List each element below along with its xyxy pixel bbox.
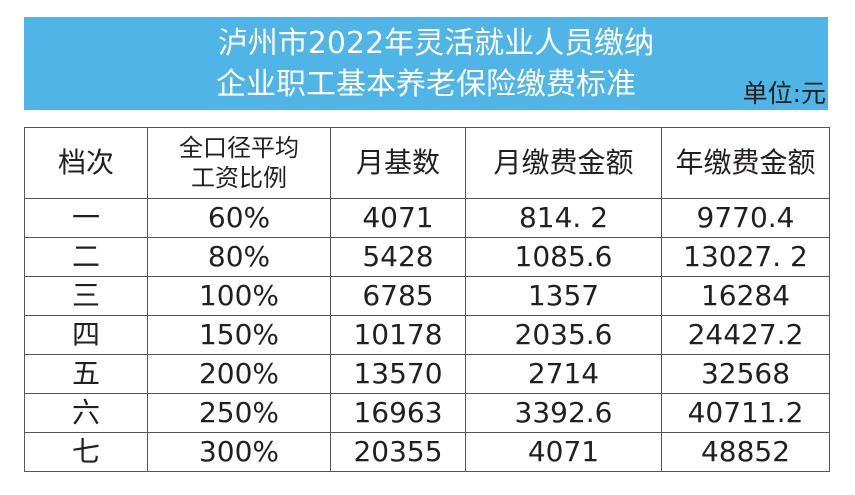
header-wage-ratio-line1: 全口径平均 bbox=[179, 134, 299, 162]
cell-grade: 二 bbox=[24, 237, 148, 277]
cell-annual-payment: 24427.2 bbox=[661, 315, 830, 355]
cell-monthly-base: 4071 bbox=[330, 198, 466, 238]
table-row: 六 250% 16963 3392.6 40711.2 bbox=[24, 393, 830, 433]
cell-grade: 七 bbox=[24, 432, 148, 472]
cell-monthly-base: 13570 bbox=[330, 354, 466, 394]
cell-monthly-base: 6785 bbox=[330, 276, 466, 316]
cell-annual-payment: 9770.4 bbox=[661, 198, 830, 238]
cell-annual-payment: 13027. 2 bbox=[661, 237, 830, 277]
header-annual-payment: 年缴费金额 bbox=[661, 127, 830, 199]
cell-monthly-payment: 3392.6 bbox=[465, 393, 662, 433]
table-row: 一 60% 4071 814. 2 9770.4 bbox=[24, 198, 830, 238]
cell-grade: 五 bbox=[24, 354, 148, 394]
cell-monthly-payment: 1085.6 bbox=[465, 237, 662, 277]
header-wage-ratio-line2: 工资比例 bbox=[191, 164, 287, 192]
table-row: 五 200% 13570 2714 32568 bbox=[24, 354, 830, 394]
cell-wage-ratio: 250% bbox=[147, 393, 331, 433]
unit-label: 单位:元 bbox=[742, 79, 826, 108]
cell-grade: 三 bbox=[24, 276, 148, 316]
cell-monthly-base: 16963 bbox=[330, 393, 466, 433]
cell-monthly-payment: 2035.6 bbox=[465, 315, 662, 355]
cell-monthly-payment: 1357 bbox=[465, 276, 662, 316]
cell-monthly-payment: 4071 bbox=[465, 432, 662, 472]
header-grade: 档次 bbox=[24, 127, 148, 199]
cell-wage-ratio: 200% bbox=[147, 354, 331, 394]
table-row: 二 80% 5428 1085.6 13027. 2 bbox=[24, 237, 830, 277]
table-header-row: 档次 全口径平均 工资比例 月基数 月缴费金额 年缴费金额 bbox=[24, 127, 830, 199]
table-row: 四 150% 10178 2035.6 24427.2 bbox=[24, 315, 830, 355]
cell-wage-ratio: 300% bbox=[147, 432, 331, 472]
title-line-2: 企业职工基本养老保险缴费标准 bbox=[216, 67, 636, 102]
cell-annual-payment: 40711.2 bbox=[661, 393, 830, 433]
cell-wage-ratio: 60% bbox=[147, 198, 331, 238]
cell-monthly-payment: 814. 2 bbox=[465, 198, 662, 238]
cell-annual-payment: 16284 bbox=[661, 276, 830, 316]
header-monthly-payment: 月缴费金额 bbox=[465, 127, 662, 199]
contribution-table: 档次 全口径平均 工资比例 月基数 月缴费金额 年缴费金额 一 60% 4071 814… bbox=[24, 127, 830, 472]
cell-wage-ratio: 150% bbox=[147, 315, 331, 355]
table-row: 七 300% 20355 4071 48852 bbox=[24, 432, 830, 472]
header-wage-ratio: 全口径平均 工资比例 bbox=[147, 127, 331, 199]
header-monthly-base: 月基数 bbox=[330, 127, 466, 199]
cell-grade: 一 bbox=[24, 198, 148, 238]
cell-monthly-base: 10178 bbox=[330, 315, 466, 355]
cell-wage-ratio: 100% bbox=[147, 276, 331, 316]
cell-grade: 四 bbox=[24, 315, 148, 355]
table-row: 三 100% 6785 1357 16284 bbox=[24, 276, 830, 316]
cell-annual-payment: 32568 bbox=[661, 354, 830, 394]
cell-wage-ratio: 80% bbox=[147, 237, 331, 277]
cell-monthly-base: 5428 bbox=[330, 237, 466, 277]
cell-monthly-payment: 2714 bbox=[465, 354, 662, 394]
cell-annual-payment: 48852 bbox=[661, 432, 830, 472]
title-line-1: 泸州市2022年灵活就业人员缴纳 bbox=[217, 26, 655, 61]
cell-monthly-base: 20355 bbox=[330, 432, 466, 472]
title-banner: 泸州市2022年灵活就业人员缴纳 企业职工基本养老保险缴费标准 单位:元 bbox=[24, 17, 828, 110]
cell-grade: 六 bbox=[24, 393, 148, 433]
